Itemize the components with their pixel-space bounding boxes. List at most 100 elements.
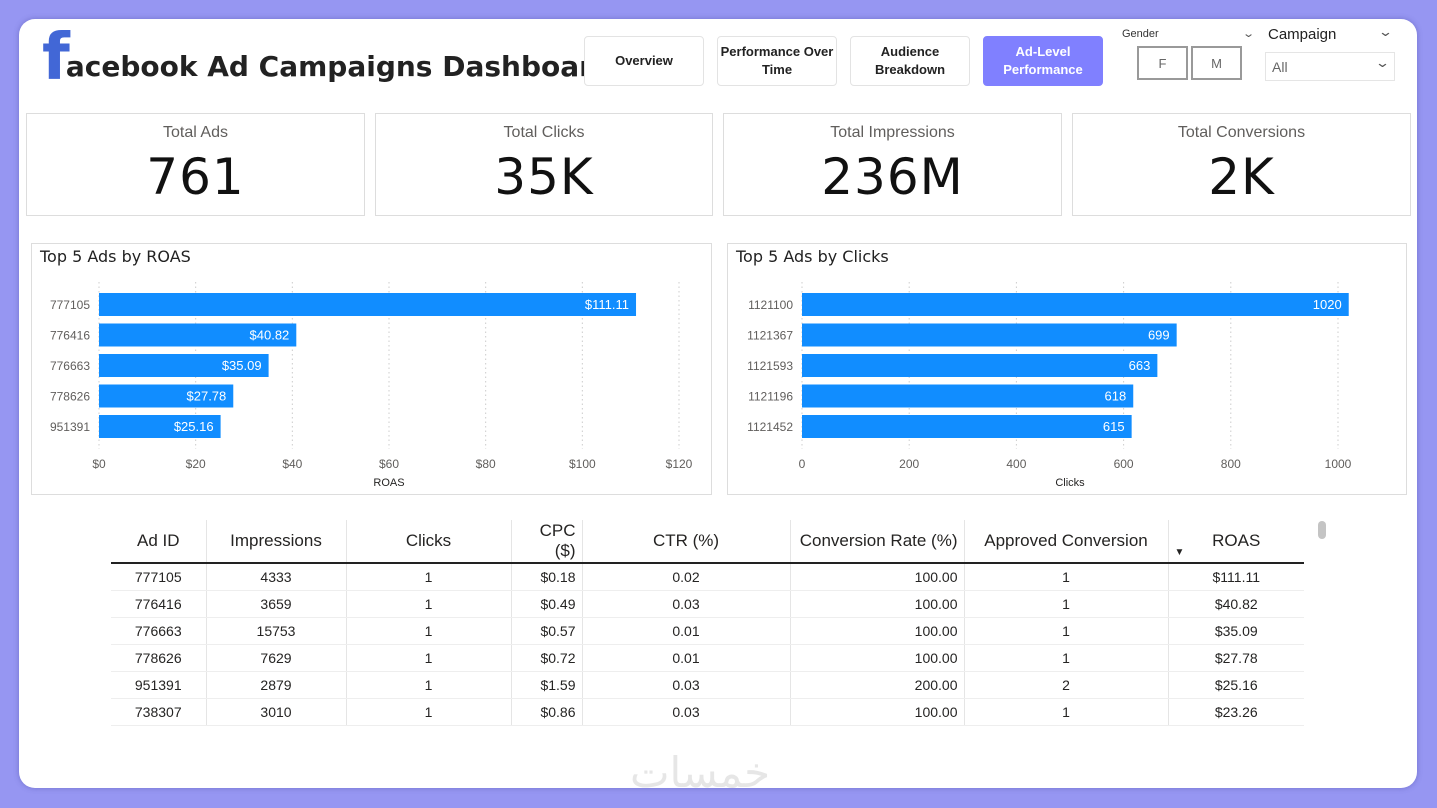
table-cell: $27.78 [1168,644,1304,672]
column-header-label: Ad ID [136,531,180,550]
table-cell: $0.18 [511,563,583,591]
nav-performance-over-time-button[interactable]: Performance Over Time [717,36,837,86]
table-cell: 7629 [206,644,347,672]
column-header-label: Impressions [230,531,322,550]
table-row[interactable]: 776663 15753 1 $0.57 0.01 100.00 1 $35.09 [111,617,1304,645]
table-header-row: Ad ID Impressions Clicks CPC ($) CTR (%) Conv… [111,520,1304,564]
bar [99,384,234,408]
bar-data-label: 663 [1129,358,1151,373]
chart-title: Top 5 Ads by Clicks [736,247,889,266]
clicks-chart: Top 5 Ads by Clicks 0 200 400 600 800 1000 Cli… [727,243,1407,495]
nav-overview-button[interactable]: Overview [584,36,704,86]
table-cell: $1.59 [511,671,583,699]
table-cell: 1 [964,563,1169,591]
x-tick-label: 400 [1006,457,1026,471]
column-header[interactable]: Ad ID [111,520,207,564]
table-scrollbar[interactable] [1318,521,1326,539]
bar [99,415,221,438]
bar-data-label: 618 [1105,389,1127,404]
table-cell: 0.03 [582,590,791,618]
kpi-label: Total Impressions [830,124,955,141]
x-tick-label: 1000 [1325,457,1352,471]
chevron-down-icon: ⌄ [1374,54,1391,70]
facebook-logo-icon: f [42,21,70,95]
table-cell: $40.82 [1168,590,1304,618]
x-tick-label: $80 [476,457,496,471]
clicks-chart-plot: 0 200 400 600 800 1000 Clicks 1121100 1020 112136… [747,282,1352,489]
table-cell: 3010 [206,698,347,726]
bar-data-label: $25.16 [174,419,214,434]
column-header[interactable]: Impressions [206,520,347,564]
table-cell: 1 [964,698,1169,726]
table-cell: 777105 [111,563,207,591]
table-cell: 1 [346,644,512,672]
nav-ad-level-performance-button[interactable]: Ad-Level Performance [983,36,1103,86]
campaign-chevron-down-icon[interactable]: ⌄ [1377,24,1394,39]
table-cell: $0.57 [511,617,583,645]
bar-data-label: 699 [1148,328,1170,343]
table-cell: 15753 [206,617,347,645]
table-cell: $23.26 [1168,698,1304,726]
gender-option-m[interactable]: M [1191,46,1242,80]
table-row[interactable]: 738307 3010 1 $0.86 0.03 100.00 1 $23.26 [111,698,1304,726]
x-tick-label: 0 [799,457,806,471]
table-cell: 100.00 [790,617,965,645]
y-category-label: 951391 [50,420,90,434]
table-cell: $0.72 [511,644,583,672]
kpi-total-conversions: Total Conversions 2K [1072,113,1411,216]
table-row[interactable]: 776416 3659 1 $0.49 0.03 100.00 1 $40.82 [111,590,1304,618]
bar [802,293,1349,316]
table-cell: 1 [346,563,512,591]
nav-audience-breakdown-button[interactable]: Audience Breakdown [850,36,970,86]
gender-option-f[interactable]: F [1137,46,1188,80]
gender-filter-label: Gender [1122,28,1159,40]
table-cell: 0.02 [582,563,791,591]
table-cell: $0.49 [511,590,583,618]
table-cell: $35.09 [1168,617,1304,645]
kpi-value: 2K [1208,148,1275,206]
y-category-label: 1121367 [747,329,793,343]
bar [802,384,1134,408]
table-cell: 4333 [206,563,347,591]
table-cell: 1 [964,617,1169,645]
kpi-total-ads: Total Ads 761 [26,113,365,216]
table-cell: 738307 [111,698,207,726]
roas-chart-plot: $0 $20 $40 $60 $80 $100 $120 ROAS 777105 $111.11 7… [50,282,693,489]
gender-chevron-down-icon[interactable]: ⌄ [1242,28,1256,40]
table-row[interactable]: 951391 2879 1 $1.59 0.03 200.00 2 $25.16 [111,671,1304,699]
table-cell: 1 [964,644,1169,672]
x-tick-label: $100 [569,457,596,471]
kpi-label: Total Conversions [1177,124,1306,141]
table-cell: 778626 [111,644,207,672]
kpi-label: Total Ads [163,124,228,141]
column-header[interactable]: ROAS ▼ [1168,520,1304,564]
table-row[interactable]: 777105 4333 1 $0.18 0.02 100.00 1 $111.11 [111,563,1304,591]
table-cell: 100.00 [790,698,965,726]
table-cell: 1 [346,671,512,699]
table-cell: 0.01 [582,617,791,645]
campaign-dropdown[interactable]: All ⌄ [1265,52,1395,81]
table-cell: 1 [964,590,1169,618]
table-cell: $0.86 [511,698,583,726]
table-body: 777105 4333 1 $0.18 0.02 100.00 1 $111.11 776416… [111,563,1304,726]
kpi-value: 761 [146,148,245,206]
x-tick-label: 800 [1221,457,1241,471]
table-cell: 200.00 [790,671,965,699]
roas-chart: Top 5 Ads by ROAS $0 $20 $40 $60 $80 $100 $120… [31,243,712,495]
sort-descending-icon[interactable]: ▼ [1174,547,1185,558]
column-header[interactable]: CPC ($) [511,520,583,564]
bar-data-label: $40.82 [250,328,290,343]
campaign-dropdown-value: All [1272,58,1288,75]
column-header[interactable]: Clicks [346,520,512,564]
column-header[interactable]: Conversion Rate (%) [790,520,965,564]
bar-data-label: 1020 [1313,297,1342,312]
bar-data-label: $111.11 [585,297,629,312]
table-cell: 2879 [206,671,347,699]
table-row[interactable]: 778626 7629 1 $0.72 0.01 100.00 1 $27.78 [111,644,1304,672]
bar [802,354,1158,377]
kpi-value: 236M [821,148,964,206]
bar [99,293,637,316]
column-header[interactable]: CTR (%) [582,520,791,564]
column-header[interactable]: Approved Conversion [964,520,1169,564]
y-category-label: 776663 [50,359,90,373]
